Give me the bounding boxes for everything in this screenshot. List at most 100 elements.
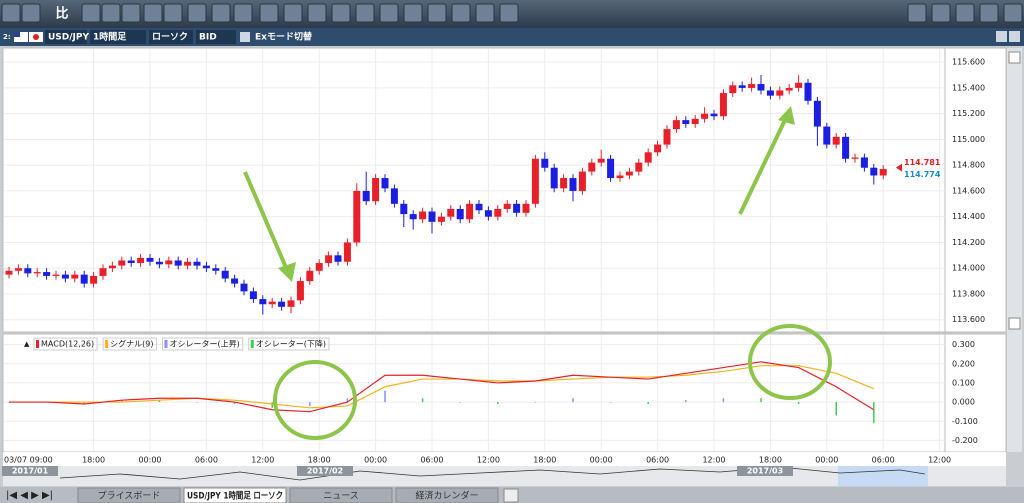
toolbar-icon[interactable] (331, 3, 351, 23)
tab[interactable] (183, 487, 287, 503)
candle-body (24, 268, 32, 274)
candle-body (672, 120, 680, 130)
toolbar-icon[interactable] (121, 3, 141, 23)
oscillator-bar (647, 402, 649, 404)
tab[interactable] (77, 487, 181, 503)
toolbar-icon[interactable] (475, 3, 495, 23)
candle-body (353, 190, 361, 243)
ex-mode[interactable]: Exモード切替 (255, 31, 313, 43)
timeframe-box[interactable] (90, 30, 146, 44)
toolbar-icon[interactable] (81, 3, 101, 23)
legend-swatch (164, 340, 168, 348)
macd-tick-label: 0.000 (952, 398, 975, 407)
toolbar-icon[interactable] (21, 3, 41, 23)
time-label: 18:00 (533, 456, 556, 465)
candle-body (522, 203, 530, 213)
timeline-window[interactable] (838, 466, 928, 486)
window-button[interactable] (996, 31, 1007, 42)
add-tab[interactable] (503, 488, 519, 503)
toolbar-icon[interactable] (1, 3, 21, 23)
toolbar-icon[interactable] (955, 3, 975, 23)
candle-body (578, 171, 586, 191)
candle-body (475, 203, 483, 211)
timeline-label: 2017/01 (12, 467, 49, 476)
right-scroll (1007, 48, 1022, 452)
toolbar-icon[interactable] (979, 3, 999, 23)
candle-body (240, 283, 248, 292)
candle-body (118, 260, 126, 266)
timeline-label-box (737, 466, 793, 476)
tab[interactable] (289, 487, 393, 503)
chart-type-box[interactable] (149, 30, 193, 44)
candle-body (701, 113, 709, 119)
toolbar-icon[interactable] (931, 3, 951, 23)
header-bar (0, 28, 1024, 46)
legend-swatch (250, 340, 254, 348)
toolbar-icon[interactable] (355, 3, 375, 23)
oscillator-bar (83, 402, 85, 404)
arrow (243, 171, 289, 271)
candle-body (212, 268, 220, 271)
toolbar-icon[interactable] (187, 3, 207, 23)
candle-body (879, 169, 887, 176)
tab-label[interactable]: 経済カレンダー (415, 490, 478, 502)
candle-body (390, 188, 398, 204)
toolbar-icon[interactable] (427, 3, 447, 23)
tab-nav[interactable]: |◀ ◀ ▶ ▶| (6, 490, 53, 501)
time-label: 18:00 (308, 456, 331, 465)
candle-body (466, 203, 474, 220)
toolbar-icon[interactable] (499, 3, 519, 23)
macd-tick-label: 0.200 (952, 359, 975, 368)
toolbar-icon[interactable] (163, 3, 183, 23)
candle-body (165, 260, 173, 265)
candle-body (588, 162, 596, 172)
side[interactable]: BID (199, 33, 217, 43)
price-panel (2, 47, 1007, 333)
oscillator-bar (835, 402, 837, 416)
timeframe[interactable]: 1時間足 (93, 31, 127, 43)
time-label: 03/07 09:00 (4, 456, 53, 465)
window-button[interactable] (1009, 31, 1020, 42)
flag-us (14, 32, 28, 42)
tab-label[interactable]: USD/JPY 1時間足 ローソク (187, 490, 283, 502)
tab-label[interactable]: ニュース (323, 492, 359, 502)
price-tick-label: 113.600 (952, 315, 985, 324)
oscillator-bar (722, 398, 725, 403)
compare-icon[interactable]: 比 (55, 6, 68, 22)
candle-body (362, 190, 370, 202)
toolbar-icon[interactable] (403, 3, 423, 23)
timeline-label: 2017/02 (307, 467, 343, 476)
legend-toggle: ▲ (24, 340, 30, 348)
toolbar-icon[interactable] (259, 3, 279, 23)
circle (748, 324, 832, 400)
toolbar-icon[interactable] (451, 3, 471, 23)
candle-body (785, 87, 793, 91)
tab-label[interactable]: プライスボード (98, 491, 161, 502)
toolbar-icon[interactable] (143, 3, 163, 23)
macd-tick-label: 0.100 (952, 378, 975, 387)
symbol-box[interactable] (45, 30, 87, 44)
zoom-in[interactable] (1008, 51, 1021, 64)
oscillator-bar (384, 390, 386, 403)
candle-body (494, 208, 502, 217)
zoom-out[interactable] (1008, 317, 1021, 330)
toolbar-icon[interactable] (907, 3, 927, 23)
tab[interactable] (395, 487, 499, 503)
macd-line (9, 365, 875, 409)
candle-body (249, 291, 257, 300)
toolbar-icon[interactable] (307, 3, 327, 23)
symbol[interactable]: USD/JPY (48, 33, 89, 43)
chart-type[interactable]: ローソク (152, 32, 188, 43)
candle-body (757, 84, 765, 91)
toolbar-icon[interactable] (1003, 3, 1023, 23)
toolbar-icon[interactable] (211, 3, 231, 23)
checkbox[interactable] (240, 32, 250, 42)
candle-body (541, 158, 549, 168)
toolbar-icon[interactable] (233, 3, 253, 23)
toolbar-icon[interactable] (283, 3, 303, 23)
toolbar-icon[interactable] (379, 3, 399, 23)
side-box[interactable] (196, 30, 236, 44)
toolbar-icon[interactable] (101, 3, 121, 23)
candle-body (409, 214, 417, 220)
